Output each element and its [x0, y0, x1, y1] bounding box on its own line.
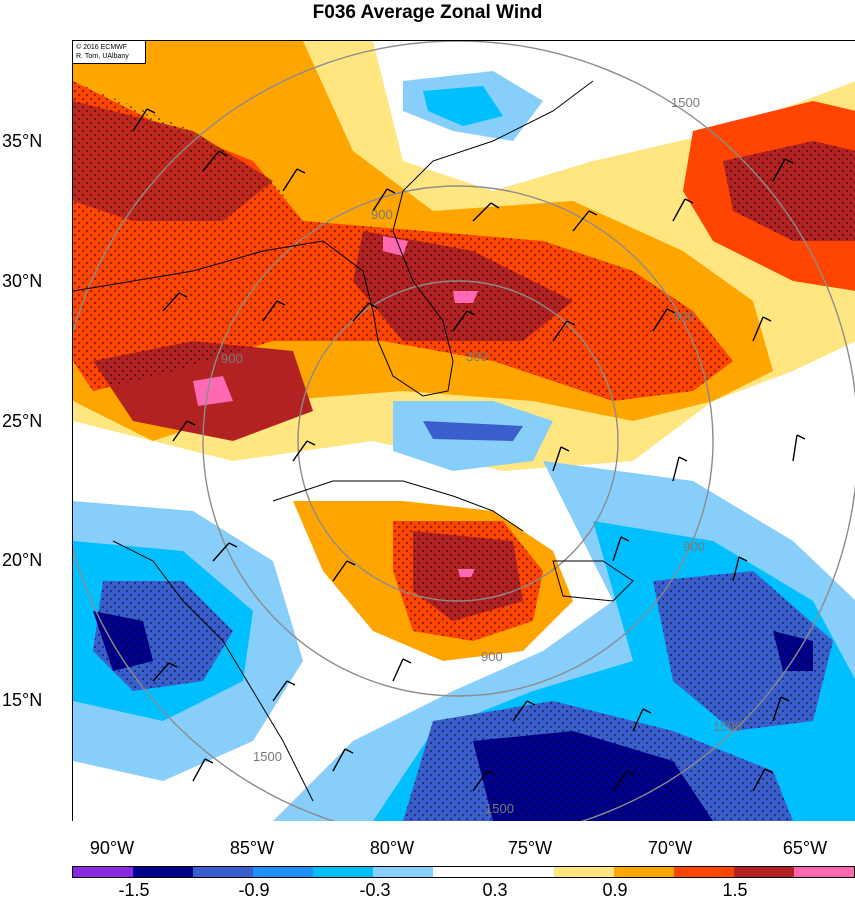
shade-blue-center — [423, 421, 523, 441]
lon-label-90w: 90°W — [89, 838, 135, 858]
colorbar-label-1.5: 1.5 — [722, 880, 748, 900]
shade-pink-north — [383, 236, 408, 256]
us-coastline — [73, 80, 594, 397]
map-panel: 300 900 900 900 900 900 1500 1500 1500 1… — [72, 40, 855, 821]
colorbar-label-neg0.3: -0.3 — [359, 880, 391, 900]
colorbar — [72, 866, 855, 878]
colorbar-swatch — [493, 867, 554, 877]
colorbar-swatch — [313, 867, 374, 877]
shade-pink-gulf — [193, 376, 233, 406]
contour-label-1500-c: 1500 — [485, 801, 514, 816]
range-ring-900 — [202, 185, 714, 697]
colorbar-swatch — [613, 867, 674, 877]
lat-label-30n: 30°N — [2, 271, 43, 291]
lon-label-80w: 80°W — [369, 838, 415, 858]
lon-label-70w: 70°W — [647, 838, 693, 858]
colorbar-label-neg1.5: -1.5 — [118, 880, 150, 900]
colorbar-swatch — [253, 867, 314, 877]
credit-box: © 2016 ECMWF R. Torn, UAlbany — [72, 40, 146, 64]
lat-label-20n: 20°N — [2, 550, 43, 570]
colorbar-swatch — [133, 867, 194, 877]
colorbar-swatch — [373, 867, 434, 877]
colorbar-label-0.9: 0.9 — [602, 880, 628, 900]
contour-label-300: 300 — [466, 349, 488, 364]
contour-label-900-b: 900 — [673, 309, 695, 324]
lon-label-85w: 85°W — [229, 838, 275, 858]
cuba-coastline — [272, 480, 524, 532]
lat-label-25n: 25°N — [2, 411, 43, 431]
colorbar-swatch — [193, 867, 254, 877]
range-ring-300 — [297, 280, 619, 602]
contour-label-900-e: 900 — [221, 351, 243, 366]
hispaniola-coastline — [552, 560, 634, 602]
lon-label-65w: 65°W — [782, 838, 828, 858]
colorbar-swatch — [73, 867, 134, 877]
contour-label-900-d: 900 — [683, 539, 705, 554]
colorbar-swatch — [673, 867, 734, 877]
lat-label-15n: 15°N — [2, 690, 43, 710]
colorbar-swatch — [733, 867, 794, 877]
contour-label-1500-d: 1500 — [253, 749, 282, 764]
central-america-coastline — [112, 540, 314, 802]
shade-blue-north — [423, 86, 503, 126]
chart-title: F036 Average Zonal Wind — [312, 2, 543, 23]
lon-label-75w: 75°W — [507, 838, 553, 858]
colorbar-label-neg0.9: -0.9 — [238, 880, 270, 900]
wind-map: 300 900 900 900 900 900 1500 1500 1500 1… — [73, 41, 855, 821]
credit-line-1: © 2016 ECMWF — [76, 44, 128, 51]
contour-label-900-a: 900 — [371, 207, 393, 222]
contour-label-1500-b: 1500 — [713, 719, 742, 734]
contour-label-900-c: 900 — [481, 649, 503, 664]
colorbar-swatch — [553, 867, 614, 877]
shade-pink-center — [453, 291, 478, 303]
credit-line-2: R. Torn, UAlbany — [76, 53, 129, 60]
lat-label-35n: 35°N — [2, 131, 43, 151]
shade-pink-caribbean — [458, 569, 475, 577]
colorbar-label-0.3: 0.3 — [482, 880, 508, 900]
contour-label-1500-a: 1500 — [671, 95, 700, 110]
colorbar-swatch — [793, 867, 855, 877]
colorbar-swatch — [433, 867, 494, 877]
